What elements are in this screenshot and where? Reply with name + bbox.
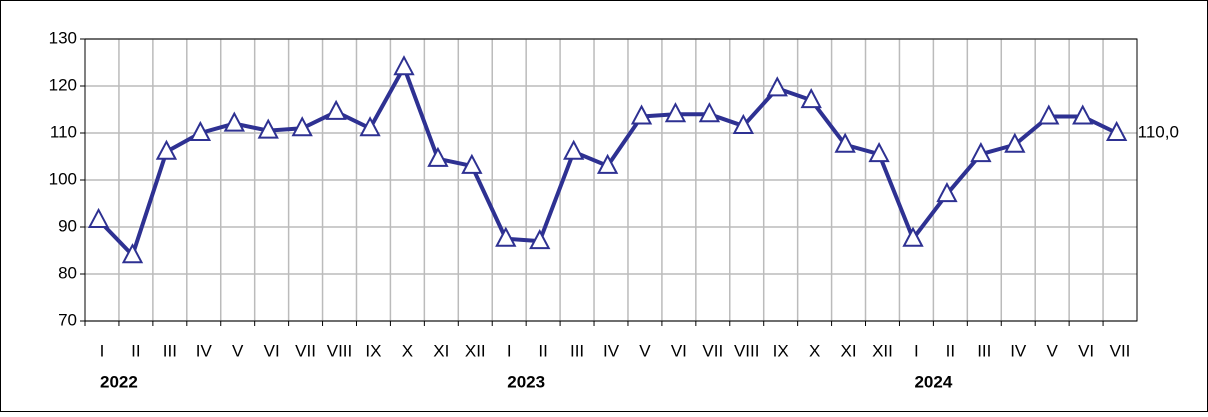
marker [1038,104,1060,125]
marker [766,76,788,97]
x-tick-label: II [946,341,955,360]
year-label: 2023 [507,372,545,391]
x-tick-label: II [538,341,547,360]
marker [121,243,144,264]
x-tick-label: III [570,341,584,360]
y-tick-label: 120 [49,75,77,94]
marker [834,132,856,153]
x-tick-label: VII [702,341,723,360]
data-label: 110,0 [1138,122,1179,141]
x-tick-label: V [232,341,244,360]
marker [936,181,958,203]
marker [596,153,619,174]
x-tick-label: X [809,341,820,360]
marker [393,55,415,76]
y-tick-label: 70 [58,310,77,329]
x-tick-label: VIII [327,341,353,360]
x-tick-label: II [131,341,140,360]
x-tick-label: XI [841,341,857,360]
marker [223,111,245,132]
x-tick-label: I [507,341,512,360]
x-tick-label: I [914,341,919,360]
x-tick-label: VII [295,341,316,360]
year-label: 2022 [100,372,138,391]
marker [970,142,992,163]
marker [155,139,178,160]
marker [257,118,279,139]
marker [732,113,755,134]
x-tick-label: XI [433,341,449,360]
marker [529,228,551,250]
year-label: 2024 [914,372,952,391]
marker [461,153,483,174]
marker [902,226,924,247]
marker [291,116,313,137]
x-tick-label: V [639,341,651,360]
x-tick-label: VII [1110,341,1131,360]
y-tick-label: 80 [58,263,77,282]
x-tick-label: VI [264,341,280,360]
x-tick-label: III [163,341,177,360]
marker [1105,120,1128,141]
x-tick-label: XII [465,341,486,360]
x-tick-label: IX [773,341,789,360]
x-tick-label: IV [603,341,620,360]
marker [563,139,585,160]
marker [1072,104,1094,125]
y-tick-label: 100 [49,169,77,188]
marker [664,102,687,123]
x-tick-label: IX [365,341,381,360]
x-tick-label: IV [1010,341,1027,360]
y-tick-label: 110 [50,122,77,141]
marker [427,146,449,167]
x-tick-label: V [1046,341,1058,360]
y-tick-label: 90 [58,216,77,235]
y-tick-label: 130 [49,28,77,47]
x-tick-label: XII [872,341,893,360]
marker [1004,132,1026,153]
x-tick-label: X [402,341,413,360]
marker [87,207,110,228]
marker [359,116,381,137]
marker [325,99,347,120]
marker [698,102,721,123]
x-tick-label: IV [196,341,213,360]
marker [495,226,517,247]
x-tick-label: I [100,341,105,360]
plot-border [84,38,1138,322]
x-tick-label: VI [671,341,687,360]
x-tick-label: VI [1078,341,1094,360]
marker [868,142,890,163]
marker [800,87,822,109]
marker [630,104,653,125]
x-tick-label: III [977,341,991,360]
marker [189,120,212,141]
x-tick-label: VIII [734,341,760,360]
